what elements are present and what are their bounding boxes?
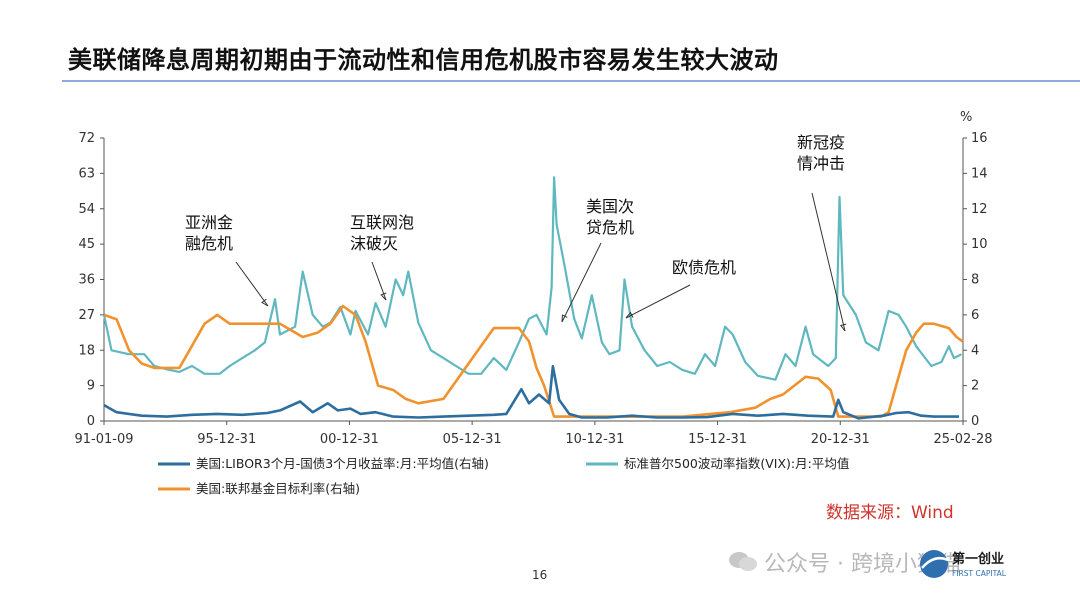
y-left-tick-label: 63: [78, 166, 95, 181]
slide-title: 美联储降息周期初期由于流动性和信用危机股市容易发生较大波动: [68, 46, 779, 74]
annotation-arrowhead: [839, 323, 847, 332]
page-number: 16: [532, 568, 548, 582]
annotation-arrow: [235, 261, 269, 307]
x-tick-label: 10-12-31: [565, 432, 624, 447]
annotation-label: 贷危机: [586, 218, 634, 237]
annotation-arrowhead: [625, 311, 634, 319]
legend-label: 美国:LIBOR3个月-国债3个月收益率:月:平均值(右轴): [196, 456, 489, 471]
y-right-tick-label: 2: [971, 379, 979, 394]
x-tick-label: 15-12-31: [688, 432, 747, 447]
y-right-unit: %: [960, 110, 972, 125]
logo-text: 第一创业: [952, 551, 1004, 567]
annotation-arrowhead: [261, 298, 269, 307]
legend-label: 标准普尔500波动率指数(VIX):月:平均值: [624, 456, 849, 471]
y-right-tick-label: 0: [971, 414, 979, 429]
y-right-tick-label: 12: [971, 202, 988, 217]
data-source: 数据来源：Wind: [826, 503, 954, 523]
annotation-label: 互联网泡: [350, 213, 414, 232]
annotation-arrow: [811, 192, 846, 332]
y-right-tick-label: 8: [971, 273, 979, 288]
annotation-arrow: [561, 242, 602, 323]
y-right-tick-label: 14: [971, 166, 988, 181]
annotation-label: 情冲击: [797, 154, 845, 173]
x-tick-label: 00-12-31: [320, 432, 379, 447]
annotation-label: 欧债危机: [672, 258, 736, 277]
chat-bubble-icon: [729, 552, 757, 571]
y-left-tick-label: 9: [87, 379, 95, 394]
company-logo: 第一创业 FIRST CAPITAL: [920, 550, 1007, 578]
logo-subtext: FIRST CAPITAL: [952, 569, 1007, 578]
y-left-tick-label: 27: [78, 308, 95, 323]
x-tick-label: 25-02-28: [933, 432, 992, 447]
chart-axes: 0 9 18 27 36 45 54 63 72 0 2 4 6 8 10 12 14 16% 91-01-09 95…: [74, 110, 992, 447]
annotation-arrow: [625, 284, 691, 319]
y-left-tick-label: 72: [78, 131, 95, 146]
y-right-tick-label: 4: [971, 343, 979, 358]
title-underline: [62, 80, 1080, 82]
annotation-label: 亚洲金: [185, 213, 233, 232]
annotation-arrowhead: [561, 314, 568, 323]
y-left-tick-label: 36: [78, 273, 95, 288]
series-line-1: [102, 176, 963, 381]
annotation-label: 沫破灭: [350, 234, 398, 253]
annotation-label: 新冠疫: [797, 133, 845, 152]
annotation-arrowhead: [380, 292, 387, 301]
y-right-tick-label: 10: [971, 237, 988, 252]
x-tick-label: 20-12-31: [811, 432, 870, 447]
y-left-tick-label: 0: [87, 414, 95, 429]
x-tick-label: 05-12-31: [443, 432, 502, 447]
y-left-tick-label: 18: [78, 343, 95, 358]
series-line-0: [103, 364, 959, 420]
annotation-label: 融危机: [185, 234, 233, 253]
legend-label: 美国:联邦基金目标利率(右轴): [196, 481, 360, 496]
y-left-tick-label: 45: [78, 237, 95, 252]
chart-series: [102, 176, 964, 420]
y-right-tick-label: 6: [971, 308, 979, 323]
x-tick-label: 91-01-09: [74, 432, 133, 447]
y-left-tick-label: 54: [78, 202, 95, 217]
x-tick-label: 95-12-31: [197, 432, 256, 447]
annotation-label: 美国次: [586, 197, 634, 216]
chart-legend: 美国:LIBOR3个月-国债3个月收益率:月:平均值(右轴) 美国:联邦基金目标利…: [158, 456, 849, 496]
y-right-tick-label: 16: [971, 131, 988, 146]
